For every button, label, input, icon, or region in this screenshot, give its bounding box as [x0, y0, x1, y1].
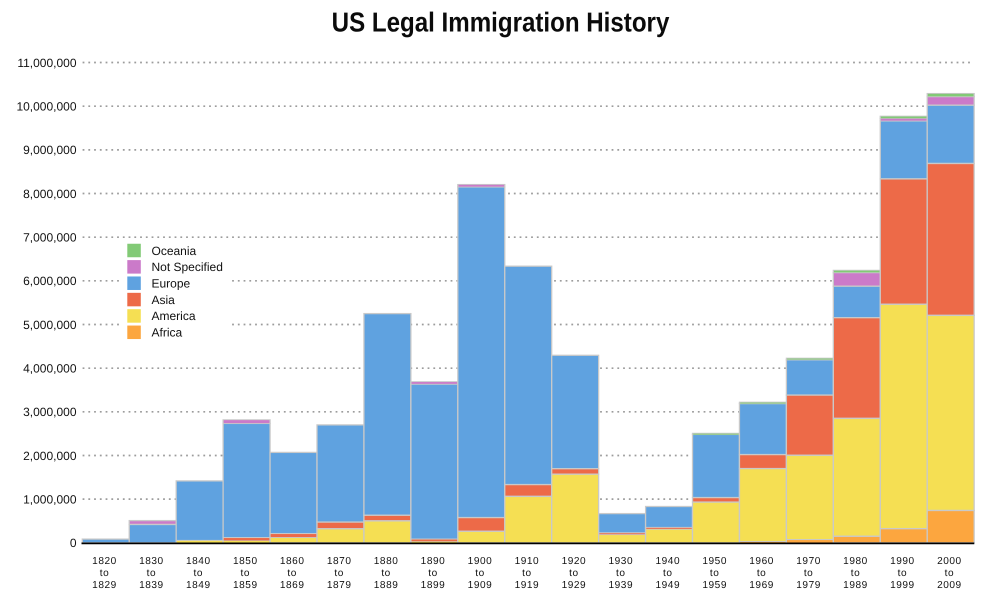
svg-text:1890: 1890: [421, 556, 446, 567]
svg-text:to: to: [334, 568, 344, 579]
svg-text:11,000,000: 11,000,000: [17, 56, 76, 70]
svg-text:US Legal Immigration History: US Legal Immigration History: [332, 6, 670, 37]
svg-text:1910: 1910: [515, 556, 540, 567]
svg-text:Asia: Asia: [152, 293, 176, 307]
svg-text:1920: 1920: [562, 556, 587, 567]
svg-text:1930: 1930: [608, 556, 633, 567]
svg-text:1849: 1849: [186, 580, 211, 591]
svg-text:to: to: [757, 568, 767, 579]
svg-text:1839: 1839: [139, 580, 164, 591]
svg-text:America: America: [152, 309, 196, 323]
svg-text:to: to: [616, 568, 626, 579]
svg-text:1829: 1829: [92, 580, 117, 591]
svg-text:to: to: [569, 568, 579, 579]
svg-text:1949: 1949: [655, 580, 680, 591]
svg-text:to: to: [475, 568, 485, 579]
svg-text:1870: 1870: [327, 556, 352, 567]
svg-text:6,000,000: 6,000,000: [23, 274, 77, 288]
svg-text:1959: 1959: [702, 580, 727, 591]
svg-text:1980: 1980: [843, 556, 868, 567]
svg-text:1989: 1989: [843, 580, 868, 591]
svg-text:1950: 1950: [702, 556, 727, 567]
svg-text:1859: 1859: [233, 580, 258, 591]
svg-text:1,000,000: 1,000,000: [23, 492, 77, 506]
svg-text:1900: 1900: [468, 556, 493, 567]
svg-text:Africa: Africa: [152, 326, 183, 340]
svg-text:to: to: [241, 568, 251, 579]
svg-text:to: to: [663, 568, 673, 579]
svg-text:1840: 1840: [186, 556, 211, 567]
svg-text:7,000,000: 7,000,000: [23, 231, 77, 245]
svg-text:1970: 1970: [796, 556, 821, 567]
svg-text:1999: 1999: [890, 580, 915, 591]
svg-text:1919: 1919: [515, 580, 540, 591]
svg-text:1940: 1940: [655, 556, 680, 567]
svg-text:1990: 1990: [890, 556, 915, 567]
svg-text:8,000,000: 8,000,000: [23, 187, 77, 201]
svg-text:1899: 1899: [421, 580, 446, 591]
svg-text:to: to: [147, 568, 157, 579]
svg-text:1850: 1850: [233, 556, 258, 567]
svg-text:to: to: [194, 568, 204, 579]
svg-text:1830: 1830: [139, 556, 164, 567]
svg-text:0: 0: [70, 536, 77, 550]
svg-text:1929: 1929: [562, 580, 587, 591]
svg-text:1979: 1979: [796, 580, 821, 591]
svg-text:to: to: [804, 568, 814, 579]
svg-text:1880: 1880: [374, 556, 399, 567]
svg-text:1960: 1960: [749, 556, 774, 567]
svg-text:1869: 1869: [280, 580, 305, 591]
svg-text:1879: 1879: [327, 580, 352, 591]
svg-text:4,000,000: 4,000,000: [23, 362, 77, 376]
svg-text:Europe: Europe: [152, 277, 191, 291]
svg-text:1909: 1909: [468, 580, 493, 591]
svg-text:10,000,000: 10,000,000: [16, 100, 76, 114]
svg-text:to: to: [100, 568, 110, 579]
svg-text:1969: 1969: [749, 580, 774, 591]
svg-text:1820: 1820: [92, 556, 117, 567]
svg-text:3,000,000: 3,000,000: [23, 405, 77, 419]
svg-text:Not Specified: Not Specified: [152, 260, 223, 274]
svg-text:5,000,000: 5,000,000: [23, 318, 77, 332]
svg-text:1939: 1939: [608, 580, 633, 591]
svg-text:to: to: [381, 568, 391, 579]
svg-text:9,000,000: 9,000,000: [23, 143, 77, 157]
svg-text:to: to: [287, 568, 297, 579]
svg-text:2000: 2000: [937, 556, 962, 567]
svg-text:to: to: [428, 568, 438, 579]
svg-text:Oceania: Oceania: [152, 244, 197, 258]
svg-text:to: to: [522, 568, 532, 579]
svg-text:to: to: [898, 568, 908, 579]
svg-text:to: to: [945, 568, 955, 579]
svg-text:to: to: [710, 568, 720, 579]
svg-text:2009: 2009: [937, 580, 962, 591]
svg-text:2,000,000: 2,000,000: [23, 449, 77, 463]
svg-text:1860: 1860: [280, 556, 305, 567]
svg-text:to: to: [851, 568, 861, 579]
svg-text:1889: 1889: [374, 580, 399, 591]
